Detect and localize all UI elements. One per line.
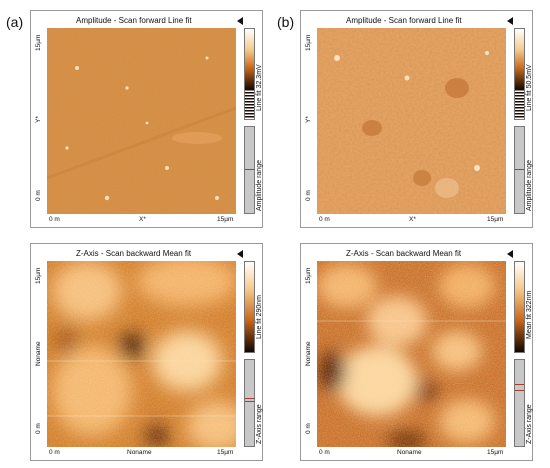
color-scale-bar[interactable] bbox=[514, 28, 525, 120]
y-axis-label: Noname bbox=[35, 341, 42, 366]
x-axis-label: Noname bbox=[397, 449, 422, 456]
range-marker[interactable] bbox=[515, 169, 524, 170]
range-marker[interactable] bbox=[245, 398, 254, 399]
panel-title: Amplitude - Scan forward Line fit bbox=[346, 16, 462, 25]
range-marker[interactable] bbox=[245, 169, 254, 170]
range-label: Z-Axis range bbox=[256, 404, 263, 444]
y-axis-label: Noname bbox=[305, 341, 312, 366]
range-label: Amplitude range bbox=[256, 160, 263, 211]
panel-z-axis-b: Z-Axis - Scan backward Mean fit 15µm Non… bbox=[300, 243, 533, 461]
x-axis-label: X* bbox=[409, 216, 416, 223]
panel-z-axis-a: Z-Axis - Scan backward Mean fit 15µm Non… bbox=[30, 243, 263, 461]
x-axis-label: X* bbox=[139, 216, 146, 223]
range-marker[interactable] bbox=[515, 390, 524, 391]
panel-amplitude-a: Amplitude - Scan forward Line fit 15µm Y… bbox=[30, 10, 263, 228]
y-axis-bottom-label: 0 m bbox=[305, 190, 312, 201]
y-axis-bottom-label: 0 m bbox=[305, 423, 312, 434]
collapse-arrow-icon[interactable] bbox=[237, 17, 243, 25]
panel-amplitude-b: Amplitude - Scan forward Line fit 15µm Y… bbox=[300, 10, 533, 228]
amplitude-image[interactable] bbox=[47, 28, 236, 214]
color-scale-bar[interactable] bbox=[244, 261, 255, 353]
y-axis-top-label: 15µm bbox=[305, 267, 312, 284]
range-marker[interactable] bbox=[515, 384, 524, 385]
x-axis-left-label: 0 m bbox=[319, 216, 330, 223]
topography-image[interactable] bbox=[47, 261, 236, 447]
range-slider[interactable] bbox=[514, 359, 525, 447]
color-scale-label: Mean fit 322nm bbox=[526, 290, 533, 339]
color-scale-bar[interactable] bbox=[244, 28, 255, 120]
range-slider[interactable] bbox=[244, 126, 255, 214]
color-scale-bar[interactable] bbox=[514, 261, 525, 353]
panel-label-b: (b) bbox=[277, 14, 295, 30]
y-axis-top-label: 15µm bbox=[35, 267, 42, 284]
range-slider[interactable] bbox=[514, 126, 525, 214]
x-axis-left-label: 0 m bbox=[319, 449, 330, 456]
range-marker[interactable] bbox=[245, 401, 254, 402]
x-axis-left-label: 0 m bbox=[49, 449, 60, 456]
panel-title: Z-Axis - Scan backward Mean fit bbox=[346, 249, 462, 258]
panel-title: Z-Axis - Scan backward Mean fit bbox=[76, 249, 192, 258]
y-axis-label: Y* bbox=[305, 116, 312, 123]
x-axis-right-label: 15µm bbox=[487, 216, 504, 223]
range-label: Amplitude range bbox=[526, 160, 533, 211]
topography-image[interactable] bbox=[317, 261, 506, 447]
color-scale-label: Line fit 290nm bbox=[256, 295, 263, 339]
y-axis-label: Y* bbox=[35, 116, 42, 123]
color-scale-label: Line fit 50.5mV bbox=[526, 64, 533, 111]
y-axis-bottom-label: 0 m bbox=[35, 190, 42, 201]
panel-label-a: (a) bbox=[6, 14, 24, 30]
x-axis-right-label: 15µm bbox=[487, 449, 504, 456]
color-scale-label: Line fit 32.3mV bbox=[256, 64, 263, 111]
amplitude-image[interactable] bbox=[317, 28, 506, 214]
y-axis-top-label: 15µm bbox=[35, 34, 42, 51]
range-slider[interactable] bbox=[244, 359, 255, 447]
panel-title: Amplitude - Scan forward Line fit bbox=[76, 16, 192, 25]
y-axis-top-label: 15µm bbox=[305, 34, 312, 51]
x-axis-right-label: 15µm bbox=[217, 449, 234, 456]
collapse-arrow-icon[interactable] bbox=[507, 17, 513, 25]
range-label: Z-Axis range bbox=[526, 404, 533, 444]
collapse-arrow-icon[interactable] bbox=[237, 250, 243, 258]
y-axis-bottom-label: 0 m bbox=[35, 423, 42, 434]
collapse-arrow-icon[interactable] bbox=[507, 250, 513, 258]
x-axis-label: Noname bbox=[127, 449, 152, 456]
x-axis-left-label: 0 m bbox=[49, 216, 60, 223]
x-axis-right-label: 15µm bbox=[217, 216, 234, 223]
